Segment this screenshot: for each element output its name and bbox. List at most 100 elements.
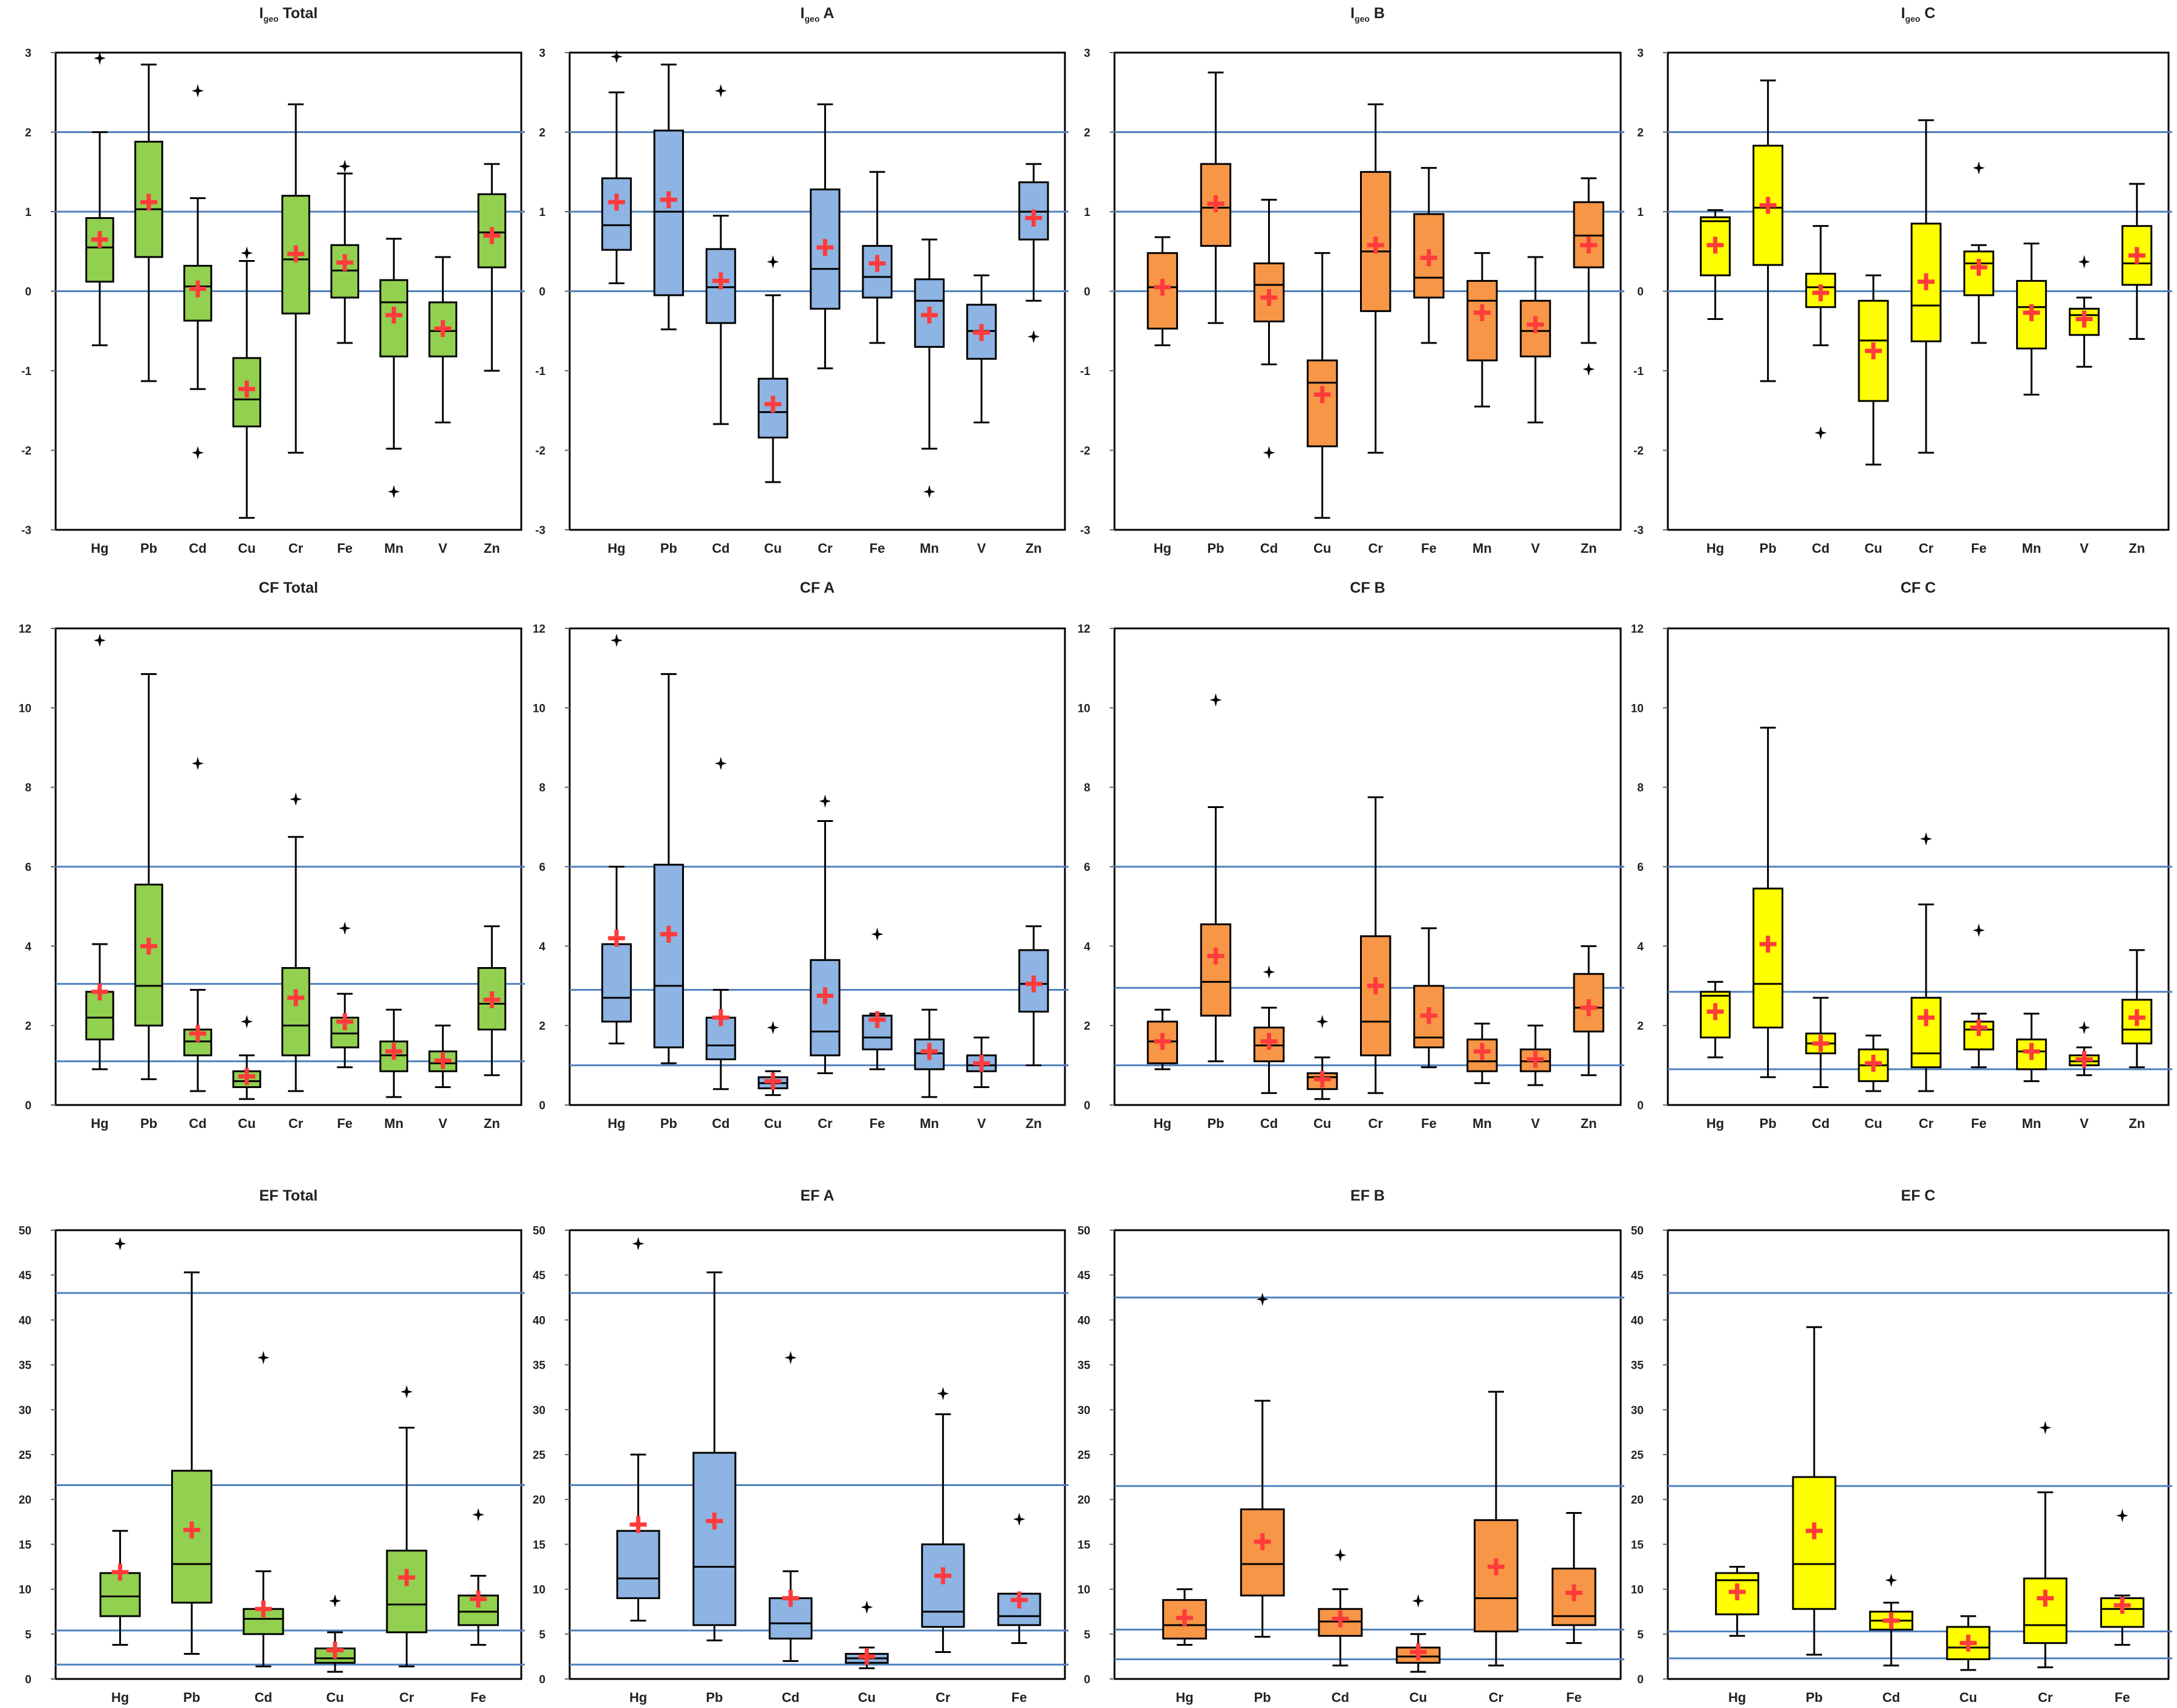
x-category-label: V	[438, 1116, 447, 1131]
title-main: I	[259, 5, 264, 22]
x-category-label: Pb	[660, 541, 677, 556]
x-category-label: Cd	[1332, 1690, 1349, 1705]
box-iqr	[705, 248, 737, 324]
y-tick-label: 40	[19, 1314, 31, 1327]
box-iqr	[1752, 887, 1784, 1029]
mean-marker	[1707, 1003, 1724, 1020]
box-V	[2069, 255, 2100, 368]
x-category-label: Cu	[1410, 1690, 1427, 1705]
box-iqr	[1474, 1519, 1518, 1632]
x-category-label: V	[977, 1116, 986, 1131]
box-Hg	[616, 1237, 660, 1622]
y-tick-label: 12	[19, 623, 31, 636]
x-category-label: Hg	[1707, 541, 1724, 556]
x-category-label: Cr	[399, 1690, 414, 1705]
box-Fe	[2100, 1508, 2145, 1646]
x-category-label: Zn	[1026, 541, 1042, 556]
mean-marker	[111, 1563, 129, 1581]
outlier-marker	[388, 484, 400, 498]
y-tick-label: 50	[1078, 1225, 1090, 1237]
outlier-marker	[192, 757, 204, 771]
x-category-label: Cd	[1260, 541, 1278, 556]
panel-title: CF Total	[259, 579, 318, 596]
panel-9: EF A 0 5 10 15 20 25 30 35 40 45 50 Hg Pb Cd Cu Cr Fe	[533, 1187, 1069, 1705]
panel-11: EF C 0 5 10 15 20 25 30 35 40 45 50 Hg Pb Cd Cu Cr Fe	[1631, 1187, 2172, 1705]
box-Cr	[1359, 796, 1391, 1094]
mean-marker	[398, 1569, 415, 1586]
box-Fe	[1963, 161, 1994, 344]
y-tick-label: 10	[533, 1584, 545, 1597]
outlier-marker	[715, 757, 727, 771]
mean-marker	[483, 227, 501, 244]
mean-marker	[385, 1043, 403, 1060]
y-tick-label: 2	[1084, 1020, 1090, 1033]
box-iqr	[1359, 935, 1391, 1057]
y-tick-label: 8	[539, 782, 545, 795]
box-Cd	[1805, 997, 1837, 1088]
box-Cr	[1359, 103, 1391, 454]
panel-title: EF Total	[259, 1187, 318, 1204]
y-tick-label: 35	[19, 1360, 32, 1372]
outlier-marker	[632, 1237, 645, 1251]
box-Mn	[2016, 243, 2047, 396]
x-category-label: Cd	[712, 541, 729, 556]
x-category-label: Cd	[189, 541, 206, 556]
x-category-label: Cd	[1812, 1116, 1829, 1131]
box-Cd	[1318, 1548, 1363, 1667]
mean-marker	[712, 272, 730, 290]
mean-marker	[287, 989, 305, 1006]
panel-6: CF B 0 2 4 6 8 10 12 Hg Pb Cd Cu Cr Fe Mn V Zn	[1078, 579, 1624, 1131]
box-V	[966, 1036, 997, 1088]
x-category-label: Cr	[2038, 1690, 2053, 1705]
mean-marker	[1154, 1032, 1171, 1050]
title-main: CF A	[800, 579, 835, 596]
mean-marker	[1487, 1558, 1505, 1576]
plot-area	[568, 1229, 1066, 1680]
outlier-marker	[241, 1015, 253, 1029]
y-tick-label: 4	[25, 940, 31, 953]
x-category-label: Cr	[288, 541, 304, 556]
panel-4: CF Total 0 2 4 6 8 10 12 Hg Pb Cd Cu Cr Fe Mn V Zn	[19, 579, 525, 1131]
box-Hg	[1147, 1008, 1179, 1071]
x-category-label: Cd	[1260, 1116, 1278, 1131]
mean-marker	[1864, 1055, 1882, 1072]
outlier-marker	[2078, 1020, 2091, 1034]
box-Cr	[1910, 119, 1942, 454]
box-Cu	[1946, 1615, 1991, 1671]
box-Cu	[314, 1594, 356, 1673]
mean-marker	[1367, 236, 1384, 254]
box-Cu	[758, 255, 789, 483]
x-category-label: Fe	[1421, 541, 1437, 556]
y-tick-label: 35	[1078, 1360, 1091, 1372]
box-Cd	[1805, 225, 1837, 440]
title-subscript: geo	[264, 14, 279, 24]
box-Cu	[1306, 1015, 1338, 1100]
x-category-label: Fe	[2115, 1690, 2130, 1705]
x-category-label: Fe	[337, 1116, 353, 1131]
box-Cr	[281, 792, 310, 1092]
box-Pb	[1752, 726, 1784, 1078]
y-tick-label: -2	[535, 445, 545, 458]
panel-title: Igeo Total	[259, 5, 318, 24]
y-tick-label: 25	[19, 1449, 32, 1462]
y-tick-label: 8	[25, 782, 31, 795]
x-category-label: Cd	[1812, 541, 1829, 556]
panel-title: Igeo C	[1901, 5, 1936, 24]
x-category-label: V	[1531, 1116, 1540, 1131]
y-tick-label: 30	[19, 1404, 31, 1417]
box-Cu	[232, 246, 261, 519]
y-tick-label: 30	[1631, 1404, 1644, 1417]
mean-marker	[287, 245, 305, 262]
y-tick-label: -3	[1633, 524, 1644, 537]
y-tick-label: 0	[539, 1674, 545, 1686]
x-category-label: Hg	[1176, 1690, 1193, 1705]
x-category-label: Pb	[183, 1690, 200, 1705]
mean-marker	[2114, 1597, 2131, 1614]
y-tick-label: 40	[1078, 1314, 1090, 1327]
box-Cd	[705, 84, 737, 425]
y-tick-label: 3	[1084, 47, 1090, 60]
mean-marker	[706, 1512, 723, 1530]
box-Cd	[183, 84, 212, 460]
mean-marker	[1207, 947, 1225, 965]
outlier-marker	[192, 446, 204, 460]
